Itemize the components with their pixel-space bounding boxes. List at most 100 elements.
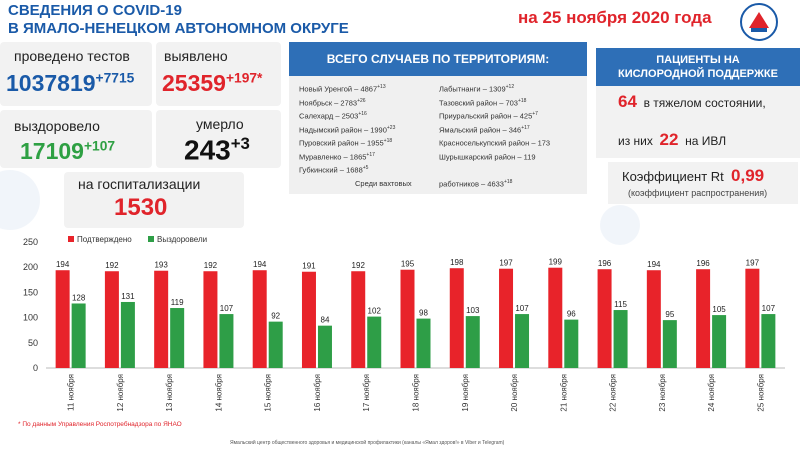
confirmed-bar [203, 271, 218, 368]
confirmed-bar [449, 268, 464, 368]
bar-value-label: 96 [567, 310, 576, 319]
territory-value: 119 [523, 152, 536, 161]
territory-name: Ямальский район [439, 125, 501, 134]
recovered-label: выздоровело [14, 118, 100, 134]
confirmed-bar [646, 270, 661, 368]
oxygen-title-line2: КИСЛОРОДНОЙ ПОДДЕРЖКЕ [618, 68, 778, 80]
x-tick-label: 21 ноября [559, 374, 568, 412]
confirmed-bar [696, 269, 711, 368]
confirmed-bar [351, 271, 366, 368]
severe-label: в тяжелом состоянии, [643, 96, 766, 110]
bar-value-label: 193 [154, 261, 168, 270]
bar-value-label: 194 [56, 260, 70, 269]
hospital-label: на госпитализации [78, 176, 201, 192]
report-date: на 25 ноября 2020 года [518, 8, 712, 27]
recovered-bar [613, 310, 628, 368]
recovered-bar [712, 315, 727, 368]
legend-swatch [148, 236, 154, 242]
recovered-bar [71, 303, 86, 368]
legend-label: Выздоровели [157, 235, 207, 244]
territory-value: 346 [508, 125, 522, 134]
bar-value-label: 103 [466, 306, 480, 315]
ivl-value: 22 [659, 130, 679, 149]
found-card: выявлено 25359+197* [156, 42, 281, 106]
bar-value-label: 197 [746, 259, 760, 268]
territory-row: Красноселькупский район – 173 [439, 138, 551, 148]
territory-value: 4867 [360, 84, 378, 94]
territory-delta: +13 [377, 84, 386, 90]
territory-name: Тазовский район [439, 98, 498, 107]
y-tick-label: 150 [23, 287, 38, 297]
territory-delta: +26 [357, 97, 366, 104]
ivl-suffix: на ИВЛ [685, 134, 727, 148]
territory-row: Лабытнанги – 1309+12 [439, 84, 515, 94]
bar-value-label: 115 [614, 300, 627, 309]
territory-name: Салехард [299, 111, 334, 121]
confirmed-bar [154, 270, 169, 368]
bar-value-label: 196 [696, 259, 710, 268]
shift-delta: +18 [503, 179, 513, 185]
ivl-prefix: из них [618, 134, 653, 148]
y-tick-label: 50 [28, 338, 38, 348]
x-tick-label: 23 ноября [658, 374, 667, 412]
x-tick-label: 19 ноября [461, 374, 470, 412]
virus-decoration [0, 170, 40, 230]
territory-value: 173 [537, 138, 551, 148]
recovered-bar [416, 318, 431, 368]
found-value: 25359+197* [162, 70, 263, 96]
territory-value: 2503 [341, 111, 359, 121]
bar-value-label: 199 [549, 258, 563, 267]
died-card: умерло 243+3 [156, 110, 281, 168]
territory-row: Тазовский район – 703+18 [439, 97, 527, 108]
territory-value: 1309 [488, 84, 506, 94]
bar-value-label: 192 [352, 261, 366, 270]
legend-label: Подтверждено [77, 235, 132, 244]
x-tick-label: 17 ноября [362, 374, 371, 412]
x-tick-label: 15 ноября [264, 374, 273, 412]
tests-delta: +7715 [95, 70, 135, 86]
x-tick-label: 13 ноября [165, 374, 174, 412]
confirmed-bar [597, 269, 612, 368]
territory-name: Ноябрьск [299, 98, 333, 107]
x-tick-label: 25 ноября [756, 374, 765, 412]
confirmed-bar [548, 267, 563, 368]
footnote: * По данным Управления Роспотребнадзора … [18, 421, 182, 428]
tests-value: 1037819+7715 [6, 70, 135, 96]
confirmed-bar [252, 270, 267, 368]
confirmed-bar [745, 268, 760, 368]
territory-name: Красноселькупский район [439, 138, 530, 148]
tests-card: проведено тестов 1037819+7715 [0, 42, 152, 106]
bar-value-label: 195 [401, 260, 415, 269]
territory-name: Муравленко [299, 152, 342, 161]
bar-value-label: 191 [302, 262, 316, 271]
territories-title: ВСЕГО СЛУЧАЕВ ПО ТЕРРИТОРИЯМ: [289, 42, 587, 76]
recovered-bar [170, 308, 185, 368]
tests-label: проведено тестов [14, 48, 130, 64]
confirmed-bar [301, 271, 316, 368]
recovered-delta: +107 [83, 138, 116, 154]
bar-value-label: 84 [321, 316, 330, 325]
territory-row: Салехард – 2503+16 [299, 111, 367, 121]
rt-panel: Коэффициент Rt 0,99 (коэффициент распрос… [608, 162, 798, 204]
territory-delta: +16 [358, 111, 367, 117]
territory-name: Губкинский [299, 165, 338, 175]
recovered-bar [219, 314, 234, 368]
territory-row: Ямальский район – 346+17 [439, 124, 530, 135]
territory-row: Надымский район – 1990+23 [299, 124, 396, 135]
territory-delta: +18 [517, 97, 527, 104]
severe-row: 64 в тяжелом состоянии, [618, 92, 766, 112]
rt-sub: (коэффициент распространения) [628, 188, 768, 198]
territory-row: Губкинский – 1688+5 [299, 165, 369, 175]
bar-value-label: 192 [204, 261, 218, 270]
territory-row: Шурышкарский район – 119 [439, 152, 536, 161]
oxygen-title: ПАЦИЕНТЫ НА КИСЛОРОДНОЙ ПОДДЕРЖКЕ [596, 48, 800, 86]
virus-decoration [600, 205, 640, 245]
territory-delta: +7 [532, 111, 538, 117]
territory-name: Пуровский район [299, 138, 359, 148]
x-tick-label: 12 ноября [116, 374, 125, 412]
rt-value: 0,99 [731, 166, 765, 185]
died-label: умерло [196, 116, 244, 132]
bar-value-label: 98 [419, 309, 428, 318]
recovered-bar [465, 316, 480, 368]
territory-name: Приуральский район [439, 111, 512, 121]
